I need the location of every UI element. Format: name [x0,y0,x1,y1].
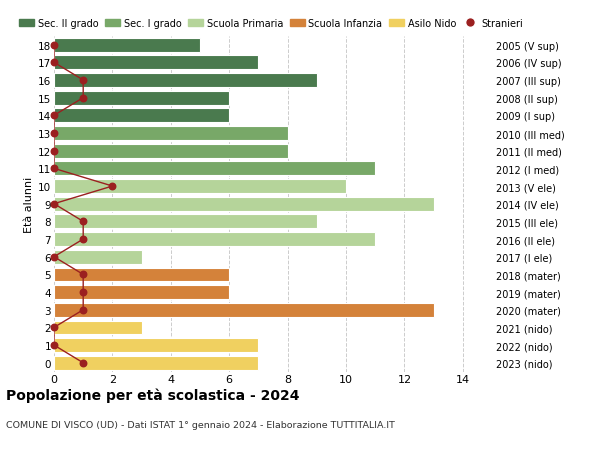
Point [49,324,59,331]
Bar [54,250,142,264]
Point [79,359,88,367]
Point [49,201,59,208]
Bar [54,215,317,229]
Bar [54,180,346,194]
Bar [54,109,229,123]
Legend: Sec. II grado, Sec. I grado, Scuola Primaria, Scuola Infanzia, Asilo Nido, Stran: Sec. II grado, Sec. I grado, Scuola Prim… [19,18,523,28]
Point [49,60,59,67]
Text: COMUNE DI VISCO (UD) - Dati ISTAT 1° gennaio 2024 - Elaborazione TUTTITALIA.IT: COMUNE DI VISCO (UD) - Dati ISTAT 1° gen… [6,420,395,429]
Point [49,253,59,261]
Point [79,95,88,102]
Point [107,183,117,190]
Point [49,42,59,49]
Bar [54,56,259,70]
Bar [54,285,229,299]
Point [49,341,59,349]
Point [79,77,88,84]
Bar [54,145,287,158]
Point [49,165,59,173]
Bar [54,74,317,88]
Bar [54,197,434,211]
Bar [54,162,375,176]
Point [79,289,88,296]
Point [79,218,88,225]
Bar [54,233,375,246]
Point [79,271,88,279]
Bar [54,39,200,52]
Bar [54,338,259,352]
Point [49,148,59,155]
Bar [54,303,434,317]
Y-axis label: Età alunni: Età alunni [24,176,34,232]
Bar [54,127,287,140]
Bar [54,268,229,282]
Point [79,236,88,243]
Point [49,130,59,137]
Point [49,112,59,120]
Bar [54,91,229,105]
Text: Popolazione per età scolastica - 2024: Popolazione per età scolastica - 2024 [6,388,299,403]
Bar [54,356,259,370]
Bar [54,321,142,335]
Point [79,307,88,314]
